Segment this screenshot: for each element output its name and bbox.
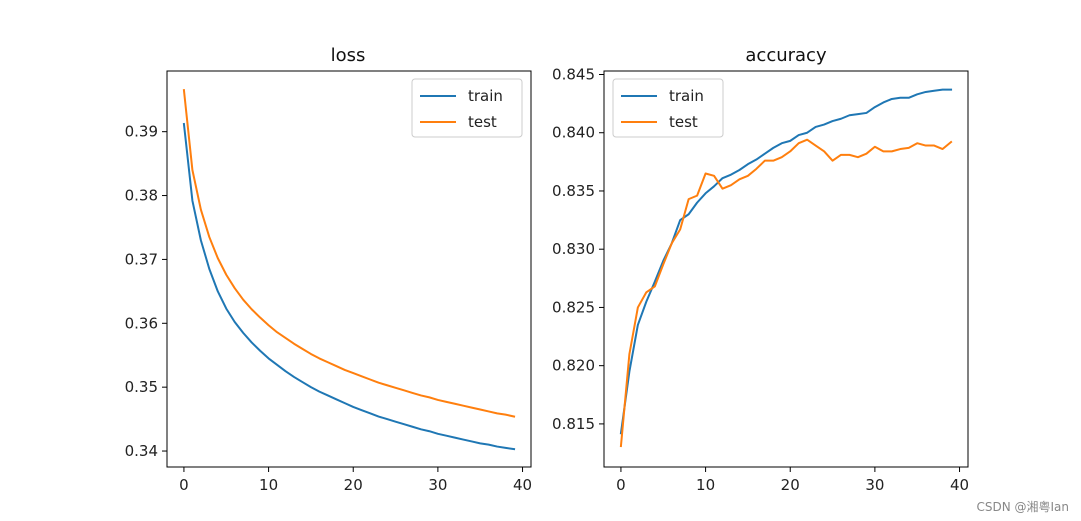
loss-legend-label-train: train	[468, 87, 503, 105]
accuracy-xtick-label: 20	[781, 476, 800, 494]
loss-chart: loss 0 10 20 30 40 0.34 0.35 0.36 0.37 0.38 0.39 t…	[125, 45, 532, 494]
loss-legend-box	[411, 78, 523, 138]
loss-legend-label-test: test	[468, 113, 497, 131]
accuracy-ytick-label: 0.830	[552, 240, 595, 258]
accuracy-ytick-label: 0.820	[552, 357, 595, 375]
loss-xtick-label: 20	[344, 476, 363, 494]
accuracy-axes-frame	[603, 70, 969, 468]
loss-legend: train test	[411, 78, 523, 138]
accuracy-xtick-label: 10	[696, 476, 715, 494]
accuracy-ytick-label: 0.815	[552, 415, 595, 433]
loss-line-test	[182, 89, 516, 418]
accuracy-legend-box	[612, 78, 724, 138]
loss-xtick-label: 0	[179, 476, 189, 494]
accuracy-ytick-label: 0.835	[552, 182, 595, 200]
accuracy-axes: 0 10 20 30 40 0.815 0.820 0.825 0.830 0.835 0.840 0…	[552, 65, 969, 494]
loss-ytick-label: 0.37	[125, 250, 158, 268]
accuracy-legend-label-test: test	[669, 113, 698, 131]
accuracy-ytick-label: 0.840	[552, 124, 595, 142]
accuracy-xtick-label: 30	[865, 476, 884, 494]
accuracy-xtick-label: 40	[950, 476, 969, 494]
accuracy-line-train	[619, 88, 953, 435]
loss-ytick-label: 0.34	[125, 442, 158, 460]
loss-ytick-label: 0.38	[125, 187, 158, 205]
loss-axes-frame	[166, 70, 532, 468]
loss-ytick-label: 0.36	[125, 314, 158, 332]
loss-plot-lines	[182, 89, 516, 451]
accuracy-legend: train test	[612, 78, 724, 138]
accuracy-chart: accuracy 0 10 20 30 40 0.815 0.820 0.825 0.830 0.…	[552, 45, 969, 494]
watermark: CSDN @湘粤Ian	[976, 500, 1069, 514]
accuracy-chart-title: accuracy	[745, 45, 827, 66]
accuracy-line-test	[619, 138, 953, 448]
loss-chart-title: loss	[331, 45, 366, 66]
accuracy-plot-lines	[619, 88, 953, 448]
loss-line-train	[182, 122, 516, 451]
loss-xtick-label: 10	[259, 476, 278, 494]
loss-xtick-label: 30	[428, 476, 447, 494]
loss-xtick-label: 40	[513, 476, 532, 494]
loss-axes: 0 10 20 30 40 0.34 0.35 0.36 0.37 0.38 0.39	[125, 70, 532, 494]
accuracy-legend-label-train: train	[669, 87, 704, 105]
accuracy-ytick-label: 0.825	[552, 298, 595, 316]
loss-ytick-label: 0.39	[125, 123, 158, 141]
accuracy-xtick-label: 0	[616, 476, 626, 494]
loss-ytick-label: 0.35	[125, 378, 158, 396]
accuracy-ytick-label: 0.845	[552, 65, 595, 83]
